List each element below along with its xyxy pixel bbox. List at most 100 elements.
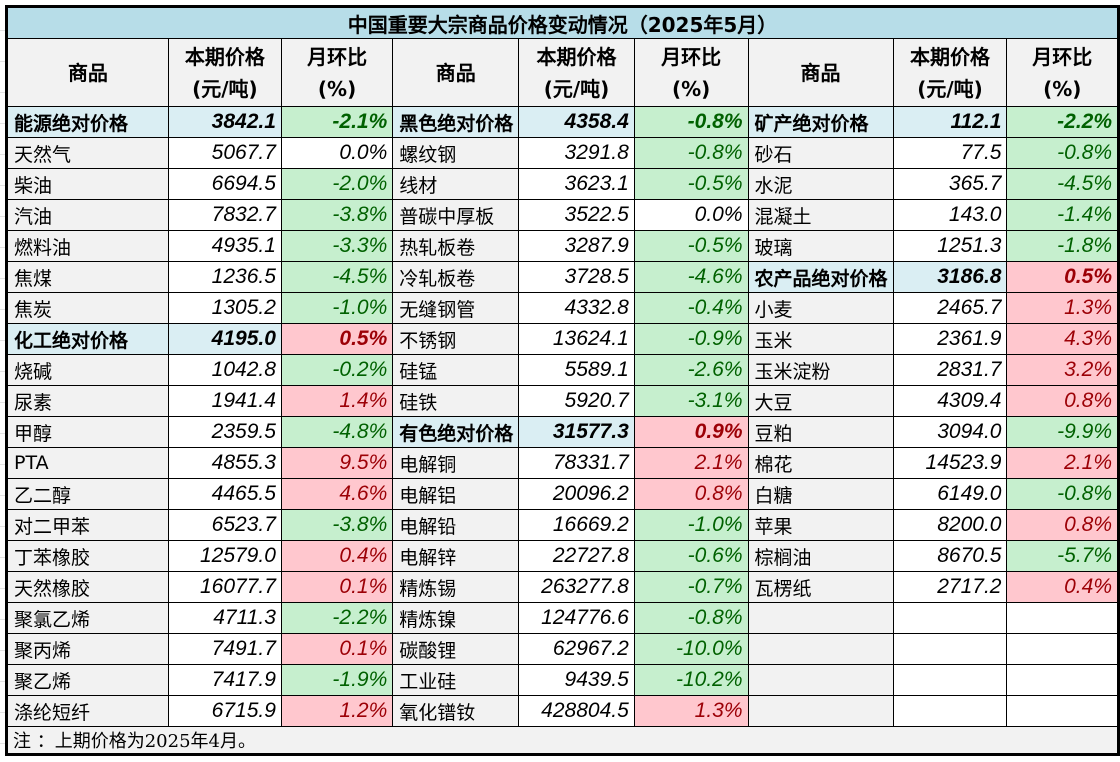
commodity-price-cell[interactable]: 6523.7 [167, 509, 282, 541]
commodity-name-cell[interactable]: 对二甲苯 [6, 509, 169, 541]
category-price-cell[interactable]: 3842.1 [167, 106, 282, 138]
commodity-mom-change-cell[interactable]: -0.5% [633, 230, 749, 262]
commodity-price-cell[interactable]: 1251.3 [892, 230, 1008, 262]
commodity-mom-change-cell[interactable]: -1.9% [280, 664, 394, 696]
commodity-mom-change-cell[interactable]: -10.0% [633, 633, 749, 665]
commodity-price-cell[interactable]: 3287.9 [518, 230, 635, 262]
commodity-price-cell[interactable] [892, 633, 1008, 665]
commodity-price-cell[interactable]: 7832.7 [167, 199, 282, 231]
commodity-mom-change-cell[interactable]: 2.1% [1006, 447, 1119, 479]
commodity-mom-change-cell[interactable]: -1.0% [280, 292, 394, 324]
commodity-name-cell[interactable]: 电解锌 [392, 540, 520, 572]
commodity-mom-change-cell[interactable]: 0.8% [1006, 509, 1119, 541]
commodity-price-cell[interactable]: 4855.3 [167, 447, 282, 479]
column-header[interactable]: 商品 [392, 38, 520, 107]
commodity-mom-change-cell[interactable]: 0.1% [280, 571, 394, 603]
commodity-mom-change-cell[interactable]: 0.8% [633, 478, 749, 510]
commodity-mom-change-cell[interactable]: 2.1% [633, 447, 749, 479]
commodity-mom-change-cell[interactable]: -3.3% [280, 230, 394, 262]
commodity-mom-change-cell[interactable]: -10.2% [633, 664, 749, 696]
category-mom-change-cell[interactable]: -0.8% [633, 106, 749, 138]
commodity-price-cell[interactable]: 5920.7 [518, 385, 635, 417]
commodity-price-cell[interactable]: 4332.8 [518, 292, 635, 324]
commodity-mom-change-cell[interactable] [1006, 633, 1119, 665]
commodity-mom-change-cell[interactable]: -5.7% [1006, 540, 1119, 572]
commodity-price-cell[interactable]: 124776.6 [518, 602, 635, 634]
column-header[interactable]: 月环比 (%) [633, 38, 749, 107]
commodity-price-cell[interactable]: 2361.9 [892, 323, 1008, 355]
column-header[interactable]: 本期价格 (元/吨) [518, 38, 635, 107]
commodity-name-cell[interactable]: 甲醇 [6, 416, 169, 448]
commodity-name-cell[interactable]: 碳酸锂 [392, 633, 520, 665]
commodity-price-cell[interactable]: 3623.1 [518, 168, 635, 200]
commodity-price-cell[interactable]: 6694.5 [167, 168, 282, 200]
commodity-price-cell[interactable]: 4711.3 [167, 602, 282, 634]
commodity-price-cell[interactable]: 7417.9 [167, 664, 282, 696]
category-mom-change-cell[interactable]: 0.9% [633, 416, 749, 448]
commodity-name-cell[interactable]: 玉米 [747, 323, 894, 355]
commodity-name-cell[interactable]: 豆粕 [747, 416, 894, 448]
commodity-price-cell[interactable]: 2831.7 [892, 354, 1008, 386]
commodity-name-cell[interactable]: 燃料油 [6, 230, 169, 262]
commodity-price-cell[interactable]: 2359.5 [167, 416, 282, 448]
commodity-price-cell[interactable]: 5067.7 [167, 137, 282, 169]
commodity-name-cell[interactable]: 工业硅 [392, 664, 520, 696]
commodity-mom-change-cell[interactable]: -1.0% [633, 509, 749, 541]
commodity-mom-change-cell[interactable] [1006, 602, 1119, 634]
commodity-name-cell[interactable]: 小麦 [747, 292, 894, 324]
commodity-price-cell[interactable]: 22727.8 [518, 540, 635, 572]
commodity-price-cell[interactable] [892, 602, 1008, 634]
commodity-mom-change-cell[interactable]: -0.8% [633, 602, 749, 634]
commodity-name-cell[interactable]: 棕榈油 [747, 540, 894, 572]
commodity-name-cell[interactable]: 瓦楞纸 [747, 571, 894, 603]
commodity-price-cell[interactable]: 62967.2 [518, 633, 635, 665]
commodity-name-cell[interactable]: 焦炭 [6, 292, 169, 324]
commodity-mom-change-cell[interactable]: 1.3% [633, 695, 749, 727]
commodity-name-cell[interactable]: 尿素 [6, 385, 169, 417]
commodity-price-cell[interactable]: 1941.4 [167, 385, 282, 417]
commodity-mom-change-cell[interactable]: 0.8% [1006, 385, 1119, 417]
commodity-mom-change-cell[interactable]: -9.9% [1006, 416, 1119, 448]
column-header[interactable]: 商品 [6, 38, 169, 107]
commodity-name-cell[interactable]: 电解铝 [392, 478, 520, 510]
commodity-price-cell[interactable]: 77.5 [892, 137, 1008, 169]
commodity-name-cell[interactable]: PTA [6, 447, 169, 479]
commodity-mom-change-cell[interactable]: -4.5% [1006, 168, 1119, 200]
commodity-mom-change-cell[interactable]: 0.4% [1006, 571, 1119, 603]
commodity-price-cell[interactable]: 4935.1 [167, 230, 282, 262]
commodity-name-cell[interactable]: 柴油 [6, 168, 169, 200]
commodity-mom-change-cell[interactable]: 3.2% [1006, 354, 1119, 386]
commodity-mom-change-cell[interactable] [1006, 664, 1119, 696]
commodity-mom-change-cell[interactable]: 9.5% [280, 447, 394, 479]
commodity-mom-change-cell[interactable]: 1.2% [280, 695, 394, 727]
commodity-name-cell[interactable]: 玻璃 [747, 230, 894, 262]
commodity-name-cell[interactable]: 玉米淀粉 [747, 354, 894, 386]
commodity-price-cell[interactable]: 16669.2 [518, 509, 635, 541]
commodity-name-cell[interactable]: 氧化镨钕 [392, 695, 520, 727]
commodity-mom-change-cell[interactable]: -4.6% [633, 261, 749, 293]
commodity-mom-change-cell[interactable]: -0.8% [1006, 478, 1119, 510]
commodity-price-cell[interactable]: 78331.7 [518, 447, 635, 479]
commodity-price-cell[interactable]: 8670.5 [892, 540, 1008, 572]
commodity-price-cell[interactable]: 12579.0 [167, 540, 282, 572]
commodity-price-cell[interactable]: 9439.5 [518, 664, 635, 696]
commodity-price-cell[interactable]: 1236.5 [167, 261, 282, 293]
commodity-name-cell[interactable]: 普碳中厚板 [392, 199, 520, 231]
commodity-name-cell[interactable]: 水泥 [747, 168, 894, 200]
commodity-name-cell[interactable] [747, 695, 894, 727]
column-header[interactable]: 月环比 (%) [1006, 38, 1119, 107]
commodity-name-cell[interactable]: 砂石 [747, 137, 894, 169]
commodity-name-cell[interactable]: 热轧板卷 [392, 230, 520, 262]
commodity-price-cell[interactable]: 20096.2 [518, 478, 635, 510]
commodity-price-cell[interactable]: 14523.9 [892, 447, 1008, 479]
commodity-name-cell[interactable]: 焦煤 [6, 261, 169, 293]
commodity-name-cell[interactable]: 烧碱 [6, 354, 169, 386]
commodity-name-cell[interactable]: 电解铅 [392, 509, 520, 541]
commodity-mom-change-cell[interactable]: -3.8% [280, 199, 394, 231]
commodity-mom-change-cell[interactable]: -0.8% [1006, 137, 1119, 169]
commodity-name-cell[interactable]: 天然气 [6, 137, 169, 169]
commodity-price-cell[interactable]: 143.0 [892, 199, 1008, 231]
commodity-price-cell[interactable]: 16077.7 [167, 571, 282, 603]
commodity-name-cell[interactable] [747, 602, 894, 634]
commodity-name-cell[interactable]: 硅铁 [392, 385, 520, 417]
